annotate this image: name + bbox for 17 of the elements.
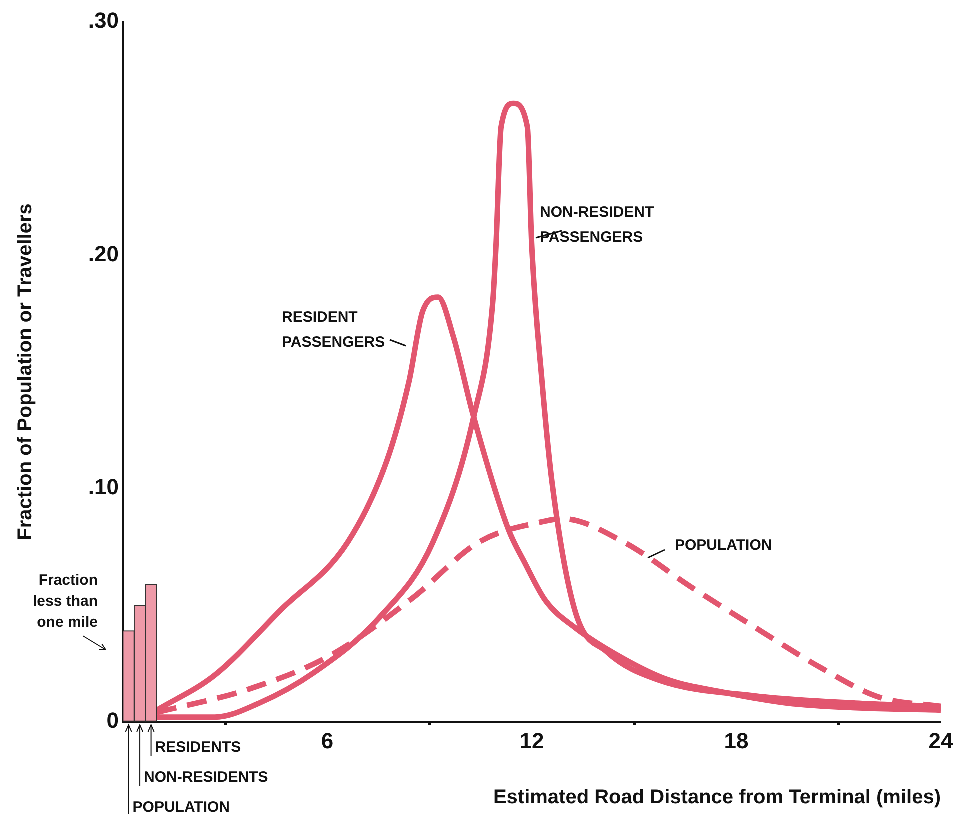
series-label: RESIDENT PASSENGERS	[282, 309, 386, 352]
y-tick-label: .10	[88, 474, 119, 500]
text: NON-RESIDENTS	[144, 769, 268, 786]
y-tick-label: 0	[106, 708, 119, 734]
x-axis-title: Estimated Road Distance from Terminal (miles)	[493, 786, 941, 809]
y-axis-title: Fraction of Population or Travellers	[14, 204, 37, 540]
series-label: RESIDENTS	[155, 739, 242, 756]
y-tick-label: .20	[88, 241, 119, 266]
text: Fraction less than one mile	[32, 572, 98, 632]
text: POPULATION	[132, 799, 230, 814]
x-tick-label: 12	[520, 728, 544, 754]
x-tick-label: 18	[724, 728, 749, 754]
x-tick-label: 6	[321, 728, 334, 754]
x-tick-label: 24	[928, 728, 954, 754]
y-tick-label: .30	[88, 8, 119, 34]
series-label: NON-RESIDENT PASSENGERS	[540, 204, 654, 246]
series-label: POPULATION	[675, 537, 772, 554]
